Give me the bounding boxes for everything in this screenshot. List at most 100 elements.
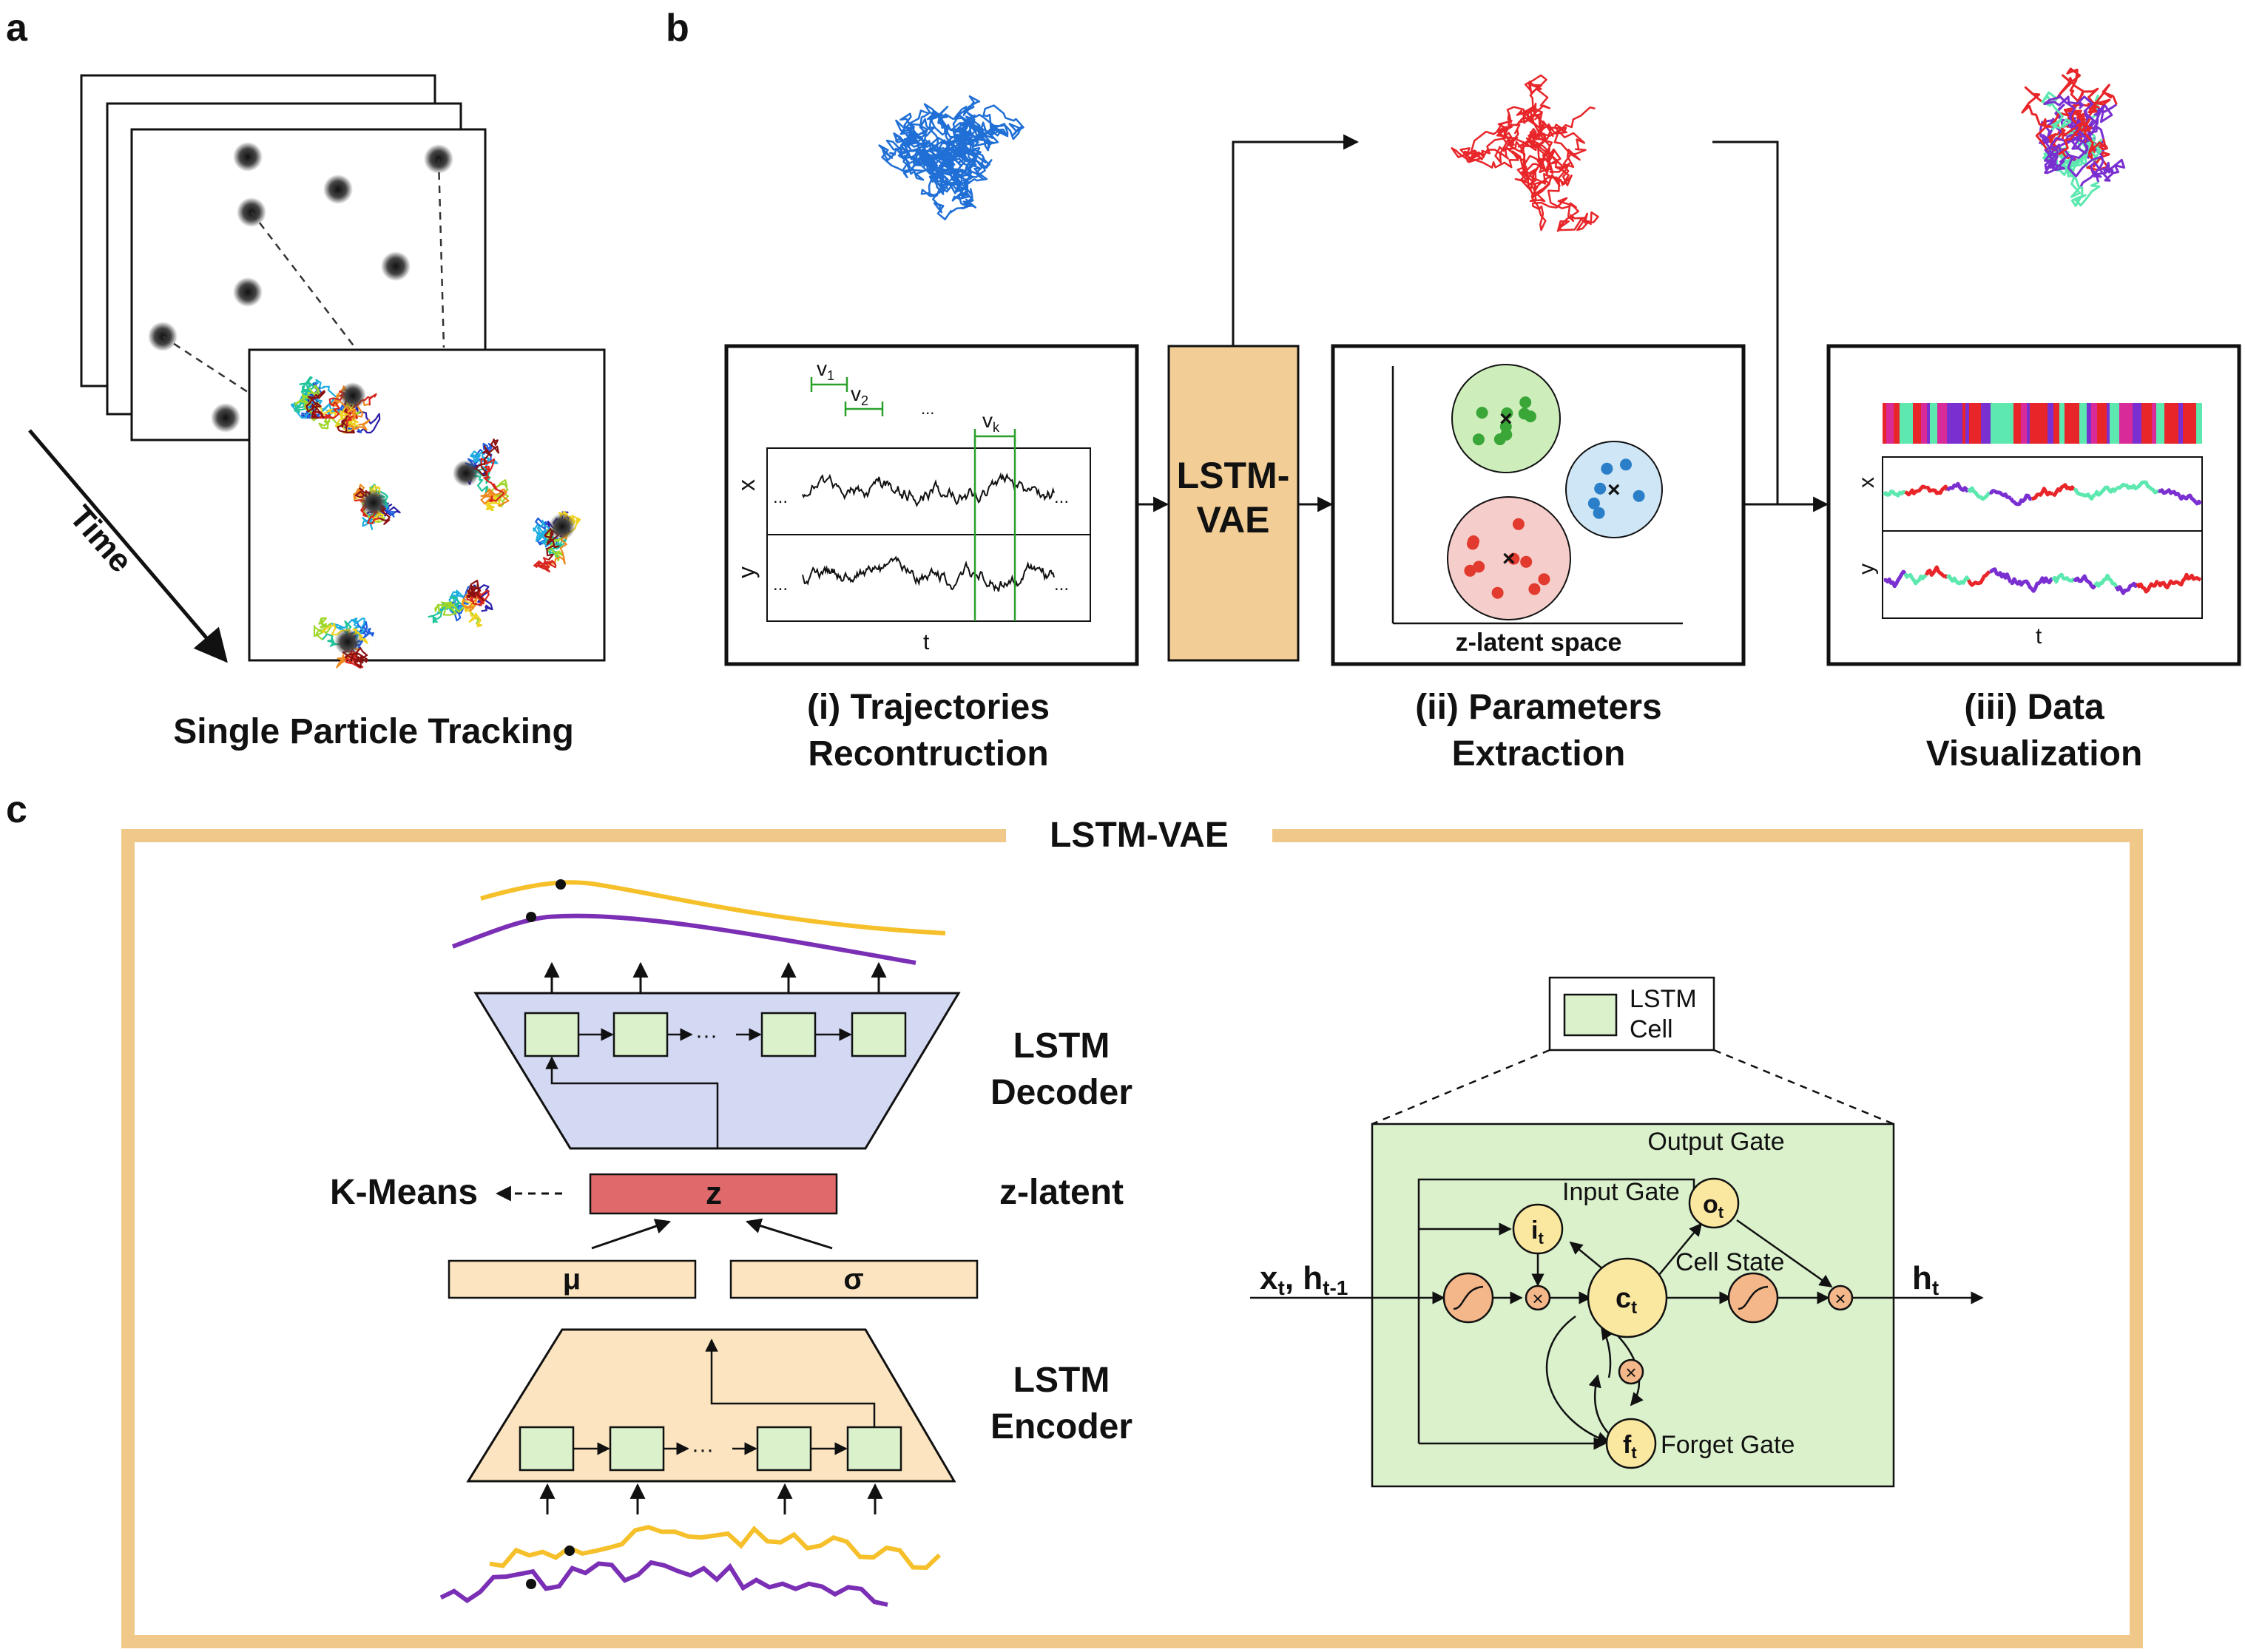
decoder-ellipsis: ··· [695,1023,718,1048]
caption-i-line1: (i) Trajectories [807,688,1050,727]
time-label: Time [62,498,139,579]
window-label-v2: v2 [851,382,868,408]
forget-multiply [1618,1358,1644,1385]
barcode-stripe [2073,403,2079,444]
viz-trace-segment [2030,576,2054,593]
viz-trace-segment [1883,490,1905,498]
spt-walk-segment [434,601,479,625]
encoder-block [466,1328,956,1483]
viz-x-label: x [1854,477,1879,488]
z-block [589,1173,838,1215]
viz-t-label: t [2036,624,2042,649]
barcode-stripe [2079,403,2087,444]
forget-gate-symbol: ft [1623,1431,1637,1462]
cluster-point [1528,583,1541,595]
barcode-stripe [2119,403,2124,444]
barcode-stripe [2070,403,2073,444]
t-axis-label: t [923,630,930,654]
viz-trace-segment [1904,484,1927,497]
barcode-stripe [2059,403,2065,444]
panel-a: Time Single Particle Tracking [28,74,606,751]
output-gate-symbol: ot [1703,1191,1724,1222]
barcode-stripe [2173,403,2178,444]
caption-iii-line2: Visualization [1926,734,2143,773]
cluster-point [1538,573,1550,586]
encoder-yellow-input [489,1525,942,1571]
viz-trace-segment [2093,485,2119,497]
barcode-stripe [1927,403,1930,444]
barcode-stripe [2152,403,2156,444]
sigma-block [729,1259,979,1299]
input-multiply [1525,1284,1551,1311]
barcode-stripe [2196,403,2202,444]
lstm-vae-label-1: LSTM- [1177,455,1290,496]
barcode-stripe [2065,403,2070,444]
cluster-point [1491,586,1504,599]
caption-iii-line1: (iii) Data [1964,688,2104,727]
mixed-walk-segment [2021,86,2058,156]
spt-spots [334,382,575,655]
extracted-trajectory [1451,74,1599,232]
z-label: z [706,1175,722,1211]
y-lead-dots: ... [773,575,788,595]
cluster-point [1601,462,1613,475]
barcode-stripe [1965,403,1969,444]
sigma-to-z-arrow [745,1218,833,1250]
cell-state-node [1587,1257,1668,1338]
viz-trace-segment [1903,572,1928,586]
input-multiply-symbol: × [1532,1287,1543,1310]
barcode-stripe [1930,403,1937,444]
viz-trace-segment [2178,572,2202,587]
encoder-input-arrows [539,1483,883,1514]
cluster-centroid: × [1499,407,1513,431]
mixed-walk-segment [2070,87,2111,114]
mixed-walk-segment [2057,118,2108,156]
viz-trace-segment [2010,577,2033,591]
cluster-point [1472,433,1485,446]
panel-b: v1 v2 ... vk x y ... ... ... ... t LSTM-… [724,67,2241,773]
barcode-stripe [2141,403,2144,444]
viz-trace-segment [1967,486,1991,501]
barcode-stripe [1894,403,1900,444]
window-bracket-v1 [810,377,848,392]
barcode-stripe [2087,403,2091,444]
viz-trace-segment [2030,487,2053,501]
frame-title: LSTM-VAE [1050,816,1229,855]
panel-a-caption: Single Particle Tracking [173,712,574,751]
state-barcode [1883,403,2202,444]
activation-curves [1453,1285,1769,1310]
barcode-stripe [2091,403,2097,444]
barcode-stripe [1913,403,1921,444]
spt-walk-segment [466,579,485,602]
viz-trace-segment [1945,574,1971,586]
barcode-stripe [2133,403,2141,444]
cell-legend-label-2: Cell [1630,1015,1673,1043]
viz-trace-segment [2051,572,2076,584]
decoder-yellow-curve [480,880,946,935]
forget-gate-node [1605,1418,1657,1469]
barcode-stripe [2124,403,2133,444]
cluster-centroid: × [1607,478,1621,502]
barcode-stripe [1962,403,1965,444]
input-gate-node [1512,1203,1564,1255]
barcode-stripe [2107,403,2110,444]
viz-trace-segment [2073,574,2097,590]
viz-y-label: y [1854,563,1879,575]
viz-trace-segment [2051,483,2076,497]
barcode-stripe [2021,403,2027,444]
encoder-label-2: Encoder [990,1407,1132,1446]
viz-trace-segment [1989,489,2012,500]
barcode-stripe [1921,403,1927,444]
viz-y-track [1882,530,2203,619]
x-axis-label: x [733,479,760,491]
barcode-stripe [1883,403,1886,444]
decoder-violet-curve [451,913,916,965]
decoder-output-arrows [544,961,887,993]
barcode-stripe [2110,403,2115,444]
cluster-points: × × × [1464,396,1645,599]
cluster-blue [1565,441,1663,538]
barcode-stripe [1969,403,1975,444]
encoder-cells [519,1426,902,1472]
panel-label-b: b [666,7,689,50]
barcode-stripe [2183,403,2187,444]
